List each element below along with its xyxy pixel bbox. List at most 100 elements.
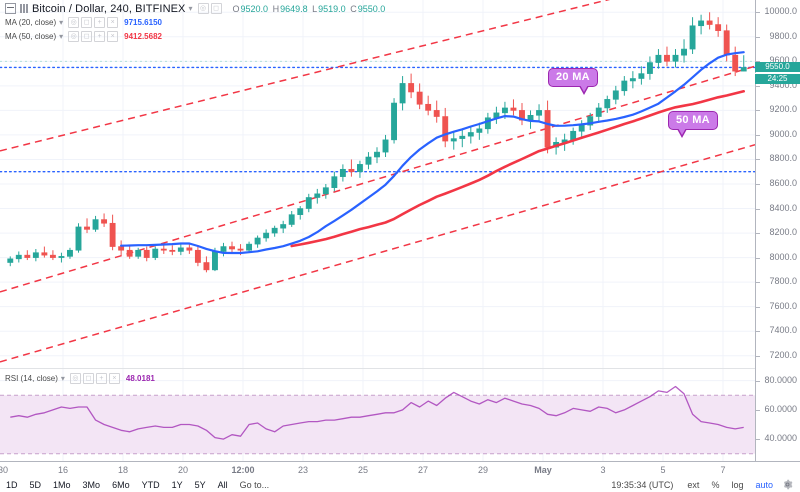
price-tick-mark	[756, 331, 760, 333]
series-style-icon	[20, 4, 28, 13]
time-tick-label: 20	[177, 465, 189, 475]
price-tick-mark	[756, 184, 760, 185]
ma20-value: 9715.6150	[124, 18, 162, 27]
toggle-ext[interactable]: ext	[687, 479, 700, 490]
settings-icon[interactable]: ◻	[81, 31, 93, 42]
price-tick-label: 9400.0	[769, 79, 797, 90]
settings-icon[interactable]: ◻	[82, 373, 94, 384]
range-1y[interactable]: 1Y	[171, 479, 183, 490]
ohlc-val-l: 9519.0	[318, 3, 346, 14]
pane-separator	[0, 368, 800, 369]
time-tick-label: 18	[117, 465, 129, 475]
close-icon[interactable]: ×	[107, 17, 119, 28]
legend-ma20-row[interactable]: MA (20, close) ▾ ◎ ◻ + × 9715.6150	[5, 16, 387, 29]
time-tick-label: 29	[477, 465, 489, 475]
toggle-percent[interactable]: %	[711, 479, 720, 490]
price-tick-label: 7800.0	[769, 276, 797, 287]
eye-icon[interactable]: ◎	[197, 3, 209, 14]
range-6mo[interactable]: 6Mo	[112, 479, 130, 490]
callout-tail-inner	[579, 85, 588, 92]
bottom-toolbar: 1D 5D 1Mo 3Mo 6Mo YTD 1Y 5Y All Go to...…	[0, 477, 800, 492]
rsi-tick-mark	[756, 409, 760, 411]
add-icon[interactable]: +	[94, 17, 106, 28]
ohlc-key-l: L	[312, 3, 318, 14]
range-1mo[interactable]: 1Mo	[53, 479, 71, 490]
ma50-icon-group[interactable]: ◎ ◻ + ×	[68, 31, 120, 42]
range-all[interactable]: All	[217, 479, 228, 490]
annotation-50-ma[interactable]: 50 MA	[668, 111, 718, 138]
eye-icon[interactable]: ◎	[68, 31, 80, 42]
rsi-chevron-down-icon[interactable]: ▾	[60, 374, 65, 383]
ohlc-values: O9520.0 H9649.8 L9519.0 C9550.0	[233, 4, 388, 14]
ma50-label[interactable]: MA (50, close)	[5, 32, 57, 41]
ohlc-val-c: 9550.0	[357, 3, 386, 14]
price-tick-mark	[756, 355, 760, 357]
time-tick-label: 23	[297, 465, 309, 475]
price-tick-mark	[756, 12, 760, 14]
price-tick-mark	[756, 233, 760, 235]
range-ytd[interactable]: YTD	[141, 479, 160, 490]
time-tick-label: 27	[417, 465, 429, 475]
price-tick-label: 9200.0	[769, 104, 797, 115]
price-tick-mark	[756, 306, 760, 308]
price-legend: Bitcoin / Dollar, 240, BITFINEX ▾ ◎ ◻ O9…	[5, 2, 387, 43]
price-tick-mark	[756, 208, 760, 210]
ma50-value: 9412.5682	[124, 32, 162, 41]
go-to-button[interactable]: Go to...	[239, 479, 270, 490]
settings-icon[interactable]: ◻	[81, 17, 93, 28]
price-tick-label: 9600.0	[769, 55, 797, 66]
ma20-icon-group[interactable]: ◎ ◻ + ×	[68, 17, 120, 28]
ma20-chevron-down-icon[interactable]: ▾	[59, 18, 64, 27]
ma20-label[interactable]: MA (20, close)	[5, 18, 57, 27]
settings-icon[interactable]: ◻	[210, 3, 222, 14]
rsi-tick-label: 40.0000	[764, 433, 797, 444]
last-price-value: 9550.0	[765, 62, 790, 72]
chevron-down-icon[interactable]: ▾	[188, 4, 193, 13]
clock-label[interactable]: 19:35:34 (UTC)	[611, 479, 674, 490]
ma50-chevron-down-icon[interactable]: ▾	[59, 32, 64, 41]
annotation-20-ma[interactable]: 20 MA	[548, 68, 598, 95]
price-tick-label: 9800.0	[769, 30, 797, 41]
eye-icon[interactable]: ◎	[69, 373, 81, 384]
ohlc-key-c: C	[350, 3, 357, 14]
countdown-value: 24:25	[767, 74, 788, 84]
close-icon[interactable]: ×	[107, 31, 119, 42]
ohlc-val-o: 9520.0	[240, 3, 269, 14]
symbol-title[interactable]: Bitcoin / Dollar, 240, BITFINEX	[32, 2, 186, 15]
legend-symbol-row[interactable]: Bitcoin / Dollar, 240, BITFINEX ▾ ◎ ◻ O9…	[5, 2, 387, 15]
range-5y[interactable]: 5Y	[194, 479, 206, 490]
collapse-icon[interactable]	[5, 3, 16, 14]
add-icon[interactable]: +	[94, 31, 106, 42]
rsi-icon-group[interactable]: ◎ ◻ + ×	[69, 373, 122, 384]
price-tick-mark	[756, 159, 760, 161]
add-icon[interactable]: +	[95, 373, 107, 384]
range-5d[interactable]: 5D	[29, 479, 42, 490]
ohlc-val-h: 9649.8	[280, 3, 308, 14]
time-tick-label: 12:00	[231, 465, 255, 475]
close-icon[interactable]: ×	[108, 373, 120, 384]
toggle-log[interactable]: log	[731, 479, 744, 490]
price-tick-mark	[756, 110, 760, 112]
range-1d[interactable]: 1D	[6, 479, 18, 490]
eye-icon[interactable]: ◎	[68, 17, 80, 28]
range-3mo[interactable]: 3Mo	[82, 479, 101, 490]
rsi-label[interactable]: RSI (14, close)	[5, 374, 58, 383]
ohlc-key-h: H	[272, 3, 280, 14]
last-price-badge: 9550.0	[755, 62, 800, 73]
time-axis[interactable]: 30 16 18 20 12:00 23 25 27 29 May 3 5 7	[0, 461, 800, 477]
price-tick-label: 8000.0	[769, 251, 797, 262]
legend-ma50-row[interactable]: MA (50, close) ▾ ◎ ◻ + × 9412.5682	[5, 30, 387, 43]
price-axis[interactable]: 9550.0 24:25 10000.0 9800.0 9600.0 9400.0 92…	[755, 0, 800, 461]
price-tick-label: 8400.0	[769, 202, 797, 213]
toggle-auto[interactable]: auto	[755, 479, 773, 490]
gear-icon[interactable]	[782, 479, 793, 490]
time-tick-label: 3	[600, 465, 606, 475]
rsi-tick-mark	[756, 439, 760, 441]
symbol-icon-group[interactable]: ◎ ◻	[197, 3, 224, 14]
price-pane[interactable]	[0, 0, 755, 368]
annotation-20-ma-label: 20 MA	[556, 71, 590, 83]
rsi-tick-mark	[756, 380, 760, 382]
rsi-pane[interactable]	[0, 369, 755, 461]
legend-rsi-row[interactable]: RSI (14, close) ▾ ◎ ◻ + × 48.0181	[5, 372, 155, 385]
